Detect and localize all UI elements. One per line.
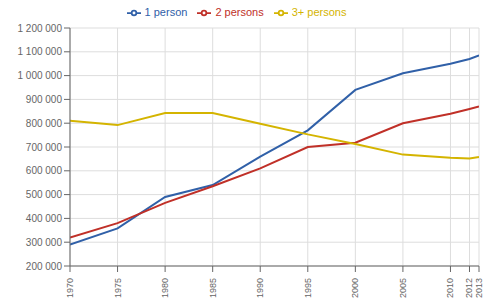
svg-text:500 000: 500 000 (26, 189, 63, 200)
svg-text:1995: 1995 (303, 278, 313, 298)
html-text:2 persons: 2 persons (215, 6, 264, 18)
svg-text:300 000: 300 000 (26, 237, 63, 248)
svg-text:600 000: 600 000 (26, 165, 63, 176)
svg-text:1985: 1985 (208, 278, 218, 298)
svg-text:800 000: 800 000 (26, 118, 63, 129)
svg-text:2010: 2010 (445, 278, 455, 298)
svg-text:1980: 1980 (160, 278, 170, 298)
svg-text:1970: 1970 (65, 278, 75, 298)
svg-text:400 000: 400 000 (26, 213, 63, 224)
html-text:1 person: 1 person (144, 6, 188, 18)
svg-text:2013: 2013 (474, 278, 484, 298)
svg-text:2012: 2012 (464, 278, 474, 298)
svg-text:1990: 1990 (255, 278, 265, 298)
svg-text:700 000: 700 000 (26, 142, 63, 153)
svg-text:1 100 000: 1 100 000 (18, 46, 63, 57)
svg-text:1975: 1975 (113, 278, 123, 298)
svg-text:200 000: 200 000 (26, 261, 63, 272)
svg-text:1 000 000: 1 000 000 (18, 70, 63, 81)
svg-text:1 200 000: 1 200 000 (18, 23, 63, 34)
svg-text:2005: 2005 (398, 278, 408, 298)
svg-text:2000: 2000 (350, 278, 360, 298)
html-text:3+ persons: 3+ persons (291, 6, 347, 18)
svg-text:900 000: 900 000 (26, 94, 63, 105)
